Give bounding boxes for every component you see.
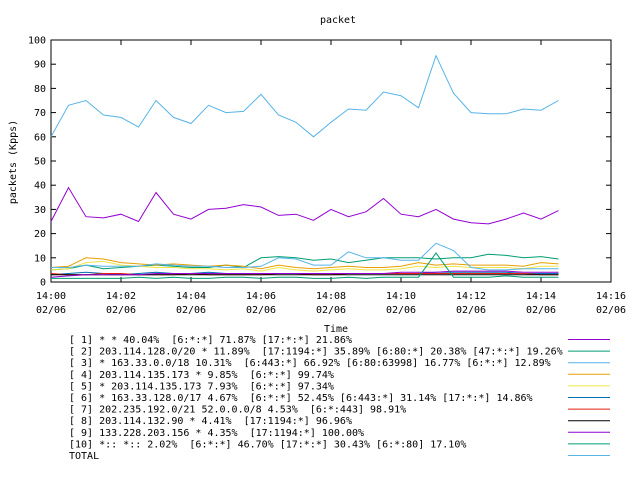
x-tick-time: 14:12: [456, 291, 486, 302]
x-tick-date: 02/06: [456, 305, 486, 316]
y-tick-label: 80: [34, 84, 46, 95]
series-lines: [50, 54, 559, 279]
y-tick-label: 20: [34, 229, 46, 240]
legend-entry-label: [ 1] * * 40.04% [6:*:*] 71.87% [17:*:*] …: [69, 335, 352, 346]
legend-entry-label: [10] *:: *:: 2.02% [6:*:*] 46.70% [17:*:…: [69, 439, 466, 450]
x-tick-date: 02/06: [526, 305, 556, 316]
y-tick-label: 10: [34, 253, 46, 264]
series-line-3: [50, 54, 559, 138]
series-line-9: [50, 270, 559, 278]
series-line-11: [51, 242, 559, 271]
y-tick-label: 50: [34, 157, 46, 168]
y-tick-label: 60: [34, 132, 46, 143]
y-tick-label: 40: [34, 181, 46, 192]
x-tick-time: 14:04: [176, 291, 206, 302]
x-axis-label: Time: [324, 324, 348, 335]
x-tick-time: 14:14: [526, 291, 556, 302]
x-tick-date: 02/06: [176, 305, 206, 316]
x-tick-time: 14:08: [316, 291, 346, 302]
legend-entry-label: [ 2] 203.114.128.0/20 * 11.89% [17:1194:…: [69, 347, 563, 358]
y-tick-label: 30: [34, 205, 46, 216]
y-tick-label: 70: [34, 108, 46, 119]
y-axis-label: packets (Kpps): [8, 120, 19, 204]
x-tick-date: 02/06: [596, 305, 626, 316]
y-tick-label: 0: [40, 278, 46, 289]
x-tick-time: 14:02: [106, 291, 136, 302]
legend-entry-label: [ 8] 203.114.132.90 * 4.41% [17:1194:*] …: [69, 416, 352, 427]
legend-entry-label: [ 4] 203.114.135.173 * 9.85% [6:*:*] 99.…: [69, 370, 334, 381]
x-tick-time: 14:06: [246, 291, 276, 302]
x-tick-date: 02/06: [36, 305, 66, 316]
series-line-4: [50, 257, 559, 270]
plot-frame: [50, 39, 612, 283]
chart-title: packet: [320, 15, 356, 26]
legend-entry-label: [ 6] * 163.33.128.0/17 4.67% [6:*:*] 52.…: [69, 393, 533, 404]
plot-axes: 0 10 20 30 40 50 60 70 80 90 100 14:00 02/06 14:02 02/…: [28, 36, 626, 317]
legend-entry-label: [ 5] * 203.114.135.173 7.93% [6:*:*] 97.…: [69, 381, 334, 392]
chart-legend: [ 1] * * 40.04% [6:*:*] 71.87% [17:*:*] …: [69, 335, 610, 462]
x-tick-date: 02/06: [386, 305, 416, 316]
legend-entry-label: TOTAL: [69, 451, 99, 462]
y-tick-label: 100: [28, 36, 46, 47]
x-tick-time: 14:10: [386, 291, 416, 302]
legend-entry-label: [ 7] 202.235.192.0/21 52.0.0.0/8 4.53% […: [69, 405, 406, 416]
legend-entry-label: [ 3] * 163.33.0.0/18 10.31% [6:443:*] 66…: [69, 358, 551, 369]
x-tick-time: 14:00: [36, 291, 66, 302]
series-line-10: [51, 252, 559, 279]
y-tick-label: 90: [34, 60, 46, 71]
x-tick-time: 14:16: [596, 291, 626, 302]
x-tick-date: 02/06: [246, 305, 276, 316]
x-tick-date: 02/06: [316, 305, 346, 316]
series-line-1: [50, 186, 559, 225]
legend-entry-label: [ 9] 133.228.203.156 * 4.35% [17:1194:*]…: [69, 428, 364, 439]
x-tick-date: 02/06: [106, 305, 136, 316]
